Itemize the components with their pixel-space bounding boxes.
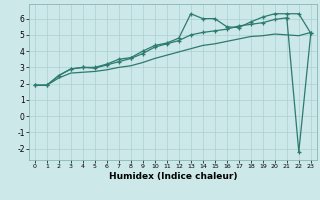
X-axis label: Humidex (Indice chaleur): Humidex (Indice chaleur) (108, 172, 237, 181)
